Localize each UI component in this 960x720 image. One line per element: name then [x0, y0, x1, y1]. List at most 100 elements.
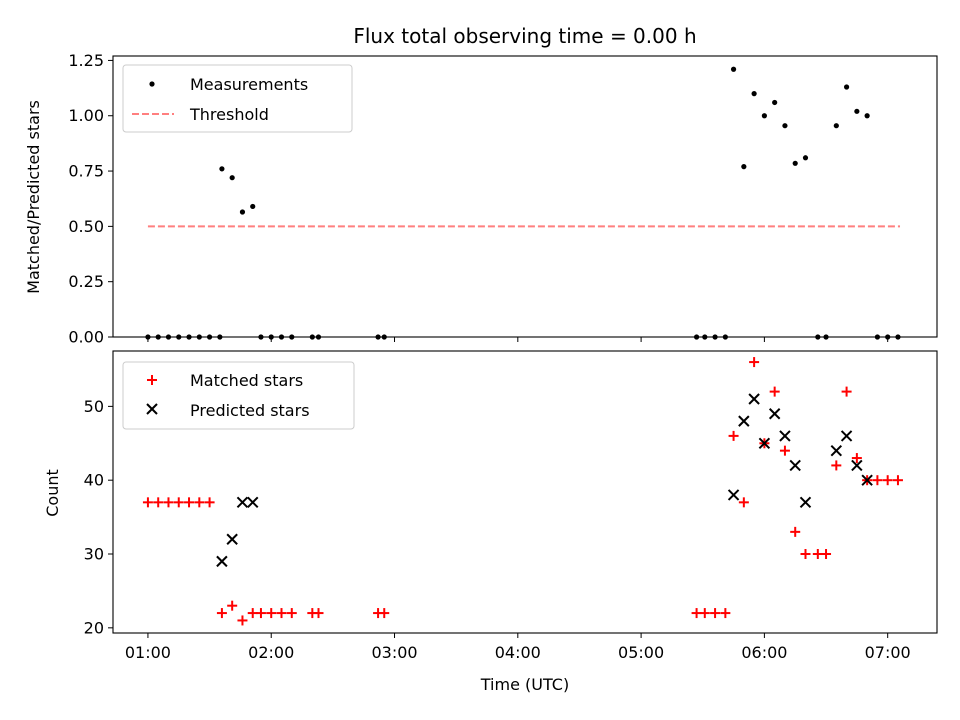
- bottom-plot-marks: [142, 357, 903, 626]
- predicted-stars-point: [738, 415, 750, 427]
- bottom-x-tick: 02:00: [248, 633, 294, 662]
- matched-stars-point: [749, 357, 760, 368]
- matched-stars-point: [699, 608, 710, 619]
- top-legend-box: [122, 64, 353, 133]
- bottom-legend-box: [122, 361, 355, 430]
- legend-measurements-marker: [149, 81, 155, 87]
- measurement-point: [782, 123, 788, 129]
- legend-matched-marker: [147, 375, 157, 385]
- top-y-tick: 1.00: [68, 106, 113, 125]
- top-y-tick: 1.25: [68, 51, 113, 70]
- matched-stars-point: [851, 453, 862, 464]
- matched-stars-point: [872, 475, 883, 486]
- top-y-tick: 0.00: [68, 328, 113, 347]
- matched-stars-point: [720, 608, 731, 619]
- bottom-y-tick: 40: [84, 471, 113, 490]
- matched-stars-point: [728, 430, 739, 441]
- bottom-y-tick-label: 50: [84, 397, 104, 416]
- top-y-tick-label: 1.25: [68, 51, 104, 70]
- matched-stars-point: [204, 497, 215, 508]
- top-x-ticks: [147, 337, 889, 342]
- bottom-x-axis-label: Time (UTC): [480, 675, 569, 694]
- top-plot-marks: [145, 66, 901, 340]
- matched-stars-point: [216, 608, 227, 619]
- bottom-y-tick: 20: [84, 618, 113, 637]
- bottom-legend: Matched stars Predicted stars: [122, 361, 355, 430]
- predicted-stars-point: [861, 474, 873, 486]
- top-y-tick: 0.75: [68, 162, 113, 181]
- legend-matched-label: Matched stars: [190, 371, 303, 390]
- bottom-x-tick: 04:00: [495, 633, 541, 662]
- measurement-point: [792, 160, 798, 166]
- top-panel: 0.00 0.25 0.50 0.75 1.00 1.25 Matched/Predict…: [24, 51, 938, 347]
- measurement-point: [239, 209, 246, 215]
- matched-stars-point: [841, 386, 852, 397]
- bottom-x-tick: 03:00: [371, 633, 418, 662]
- bottom-y-tick: 30: [84, 545, 113, 564]
- bottom-x-tick: 07:00: [865, 633, 911, 662]
- matched-stars-point: [237, 615, 248, 626]
- legend-threshold-label: Threshold: [189, 105, 269, 124]
- matched-stars-point: [379, 608, 390, 619]
- bottom-y-tick: 50: [84, 397, 113, 416]
- top-y-tick-label: 0.25: [68, 272, 104, 291]
- measurement-point: [219, 166, 225, 172]
- matched-stars-point: [892, 475, 903, 486]
- predicted-stars-point: [748, 393, 760, 405]
- matched-stars-point: [184, 497, 195, 508]
- matched-stars-point: [769, 386, 780, 397]
- matched-stars-point: [710, 608, 721, 619]
- measurement-point: [802, 155, 809, 161]
- predicted-stars-point: [789, 459, 801, 472]
- top-y-tick-label: 0.00: [68, 328, 104, 347]
- matched-stars-point: [153, 497, 164, 508]
- top-y-tick-label: 0.75: [68, 162, 104, 181]
- x-tick-label: 03:00: [371, 643, 417, 662]
- predicted-stars-point: [216, 555, 228, 568]
- bottom-y-axis-label: Count: [43, 469, 62, 517]
- matched-stars-point: [142, 497, 153, 508]
- measurement-point: [751, 91, 757, 97]
- bottom-x-tick: 05:00: [618, 633, 664, 662]
- matched-stars-point: [276, 608, 287, 619]
- measurement-point: [741, 164, 747, 170]
- measurement-point: [772, 99, 778, 106]
- matched-stars-point: [313, 608, 324, 619]
- measurement-point: [250, 203, 256, 210]
- matched-stars-point: [266, 608, 277, 619]
- matched-stars-point: [831, 460, 842, 471]
- top-y-tick-label: 0.50: [68, 217, 104, 236]
- bottom-y-tick-label: 40: [84, 471, 104, 490]
- predicted-stars-point: [758, 437, 771, 449]
- top-y-ticks: 0.00 0.25 0.50 0.75 1.00 1.25: [68, 51, 113, 347]
- matched-stars-point: [821, 549, 832, 560]
- bottom-y-tick-label: 20: [84, 618, 104, 637]
- bottom-x-tick: 01:00: [125, 633, 171, 662]
- measurement-point: [843, 84, 850, 90]
- x-tick-label: 05:00: [618, 643, 664, 662]
- legend-predicted-marker: [146, 403, 158, 415]
- bottom-axes-frame: [112, 350, 938, 634]
- measurement-point: [854, 108, 860, 114]
- predicted-stars-point: [830, 444, 843, 457]
- legend-predicted-label: Predicted stars: [190, 401, 310, 420]
- matched-stars-point: [194, 497, 205, 508]
- measurement-point: [864, 113, 870, 119]
- predicted-stars-point: [840, 430, 853, 442]
- x-tick-label: 07:00: [865, 643, 911, 662]
- matched-stars-point: [790, 526, 801, 537]
- x-tick-label: 02:00: [248, 643, 294, 662]
- x-tick-label: 01:00: [125, 643, 171, 662]
- bottom-y-ticks: 20 30 40 50: [84, 397, 113, 637]
- measurement-point: [761, 113, 767, 119]
- top-y-axis-label: Matched/Predicted stars: [24, 100, 43, 294]
- top-y-tick: 0.50: [68, 217, 113, 236]
- top-axes-frame: [112, 55, 938, 338]
- matched-stars-point: [882, 475, 893, 486]
- predicted-stars-point: [727, 489, 740, 501]
- bottom-x-ticks: 01:00 02:00 03:00 04:00 05:00 06:00 07:00: [125, 633, 911, 662]
- matched-stars-point: [738, 497, 749, 508]
- bottom-x-tick: 06:00: [741, 633, 787, 662]
- measurement-point: [730, 66, 737, 72]
